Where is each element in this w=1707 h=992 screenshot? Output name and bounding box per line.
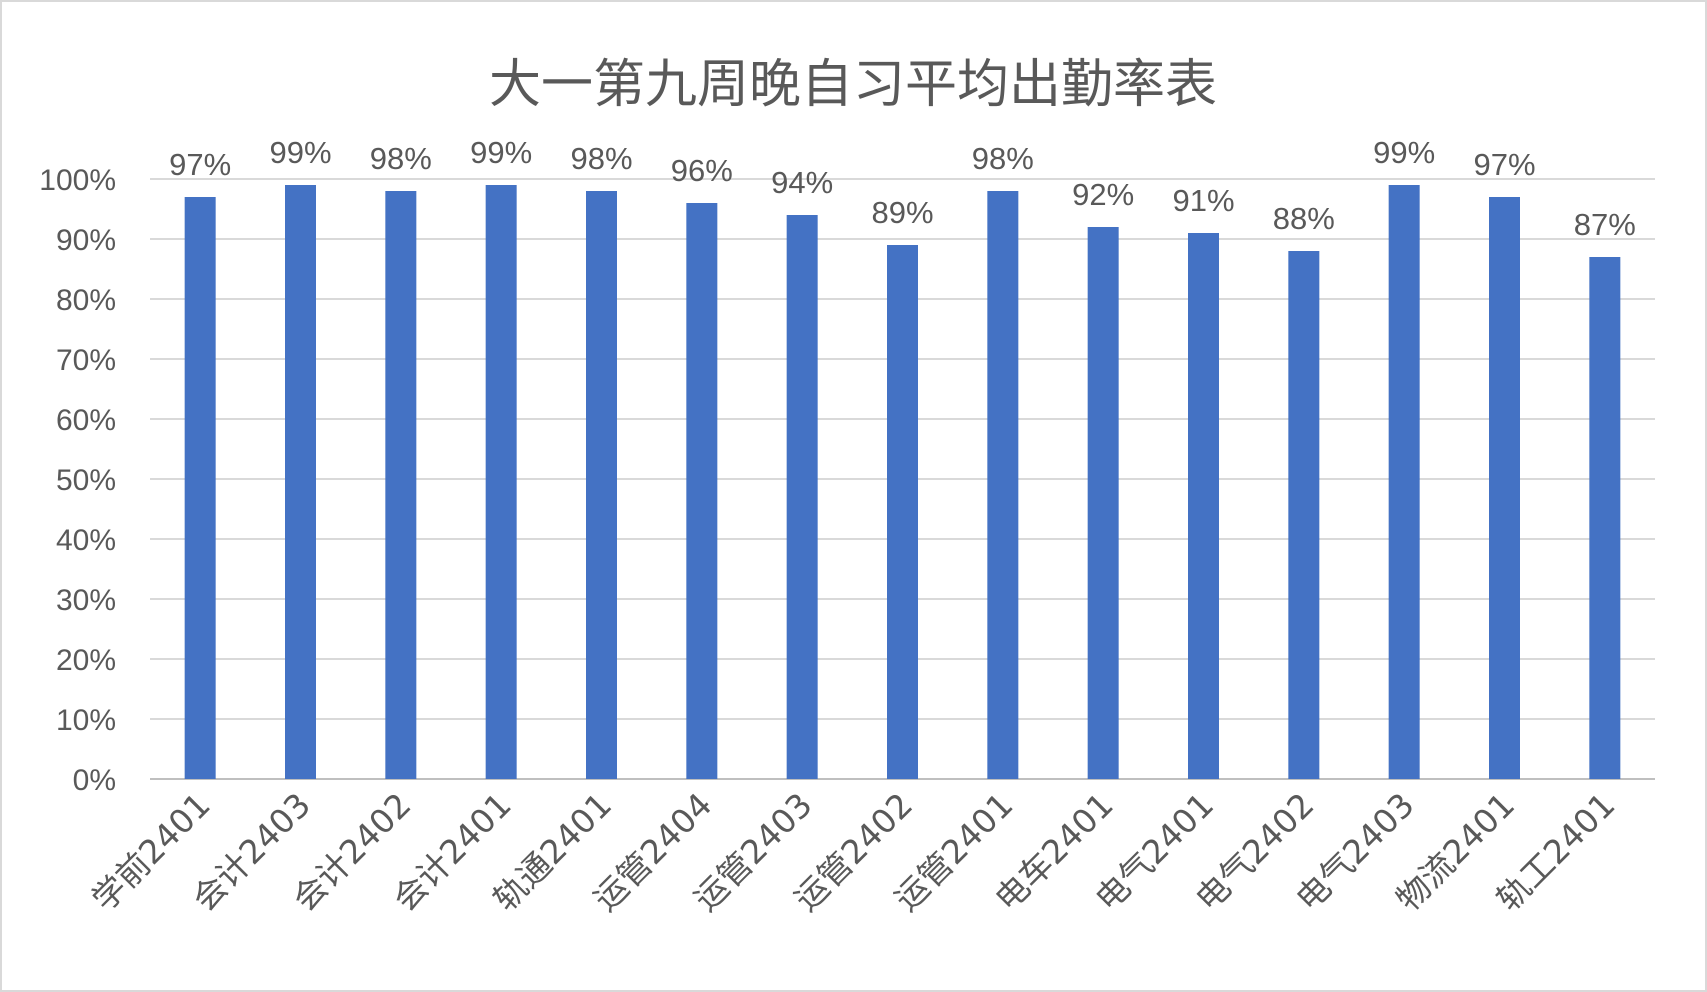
bar bbox=[1087, 227, 1119, 779]
bar bbox=[184, 197, 216, 779]
data-label: 87% bbox=[1574, 207, 1636, 242]
y-tick-label: 70% bbox=[56, 344, 116, 377]
y-axis-ticks: 0% 10% 20% 30% 40% 50% 60% 70% 80% 90% 100% bbox=[39, 164, 116, 797]
bar bbox=[385, 191, 417, 779]
bar bbox=[887, 245, 918, 779]
bar bbox=[1489, 197, 1520, 779]
y-tick-label: 30% bbox=[56, 584, 116, 617]
bar bbox=[1288, 251, 1320, 779]
data-label: 99% bbox=[1373, 135, 1435, 170]
data-label: 88% bbox=[1273, 201, 1335, 236]
bar bbox=[586, 191, 617, 779]
data-label: 91% bbox=[1172, 183, 1234, 218]
y-tick-label: 90% bbox=[56, 224, 116, 257]
bar bbox=[285, 185, 316, 779]
chart-title: 大一第九周晚自习平均出勤率表 bbox=[489, 55, 1217, 115]
y-tick-label: 40% bbox=[56, 524, 116, 557]
y-tick-label: 80% bbox=[56, 284, 116, 317]
data-labels: 97% 99% 98% 99% 98% 96% 94% 89% 98% 92% 91% 88% 99% 9… bbox=[169, 135, 1636, 242]
category-labels: 学前2401会计2403会计2402会计2401轨通2401运管2404运管24… bbox=[84, 785, 1622, 919]
bar bbox=[987, 191, 1019, 779]
bar bbox=[485, 185, 517, 779]
bars bbox=[184, 185, 1621, 779]
y-tick-label: 0% bbox=[73, 764, 116, 797]
y-tick-label: 10% bbox=[56, 704, 116, 737]
data-label: 98% bbox=[972, 141, 1034, 176]
data-label: 94% bbox=[771, 165, 833, 200]
y-tick-label: 60% bbox=[56, 404, 116, 437]
data-label: 99% bbox=[470, 135, 532, 170]
bar bbox=[1589, 257, 1621, 779]
data-label: 97% bbox=[1473, 147, 1535, 182]
data-label: 89% bbox=[871, 195, 933, 230]
y-tick-label: 100% bbox=[39, 164, 116, 197]
bar bbox=[1388, 185, 1420, 779]
bar bbox=[686, 203, 718, 779]
data-label: 98% bbox=[370, 141, 432, 176]
y-tick-label: 50% bbox=[56, 464, 116, 497]
data-label: 96% bbox=[671, 153, 733, 188]
bar bbox=[1188, 233, 1219, 779]
data-label: 98% bbox=[570, 141, 632, 176]
data-label: 92% bbox=[1072, 177, 1134, 212]
bar bbox=[786, 215, 818, 779]
data-label: 97% bbox=[169, 147, 231, 182]
data-label: 99% bbox=[269, 135, 331, 170]
y-tick-label: 20% bbox=[56, 644, 116, 677]
